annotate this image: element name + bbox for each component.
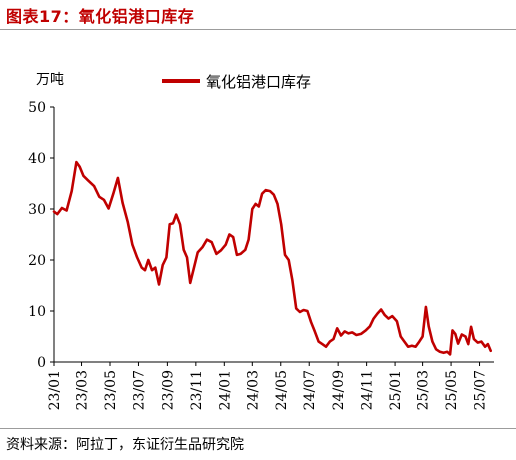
- x-tick-label: 25/07: [473, 370, 489, 410]
- inventory-line-chart: 0 10 20 30 40 50 23/01 23/03 23/05 23/07 23/09 23/1…: [28, 72, 494, 410]
- x-tick-label: 24/07: [302, 370, 318, 410]
- y-tick-label: 10: [28, 304, 46, 320]
- source-note: 资料来源：阿拉丁，东证衍生品研究院: [6, 437, 244, 453]
- y-tick-label: 20: [28, 253, 46, 269]
- x-tick-label: 23/11: [189, 370, 205, 410]
- chart-axes: 0 10 20 30 40 50 23/01 23/03 23/05 23/07 23/09 23/1…: [28, 100, 494, 410]
- x-tick-label: 23/01: [47, 370, 63, 410]
- x-tick-label: 24/05: [274, 370, 290, 410]
- x-tick-label: 24/01: [217, 370, 233, 410]
- x-tick-label: 23/05: [103, 370, 119, 410]
- y-tick-label: 50: [28, 100, 46, 116]
- x-tick-label: 24/03: [245, 370, 261, 410]
- x-tick-label: 23/03: [75, 370, 91, 410]
- x-tick-label: 24/11: [360, 370, 376, 410]
- chart-legend: 氧化铝港口库存: [162, 73, 311, 91]
- x-tick-label: 25/01: [388, 370, 404, 410]
- series-line: [52, 160, 492, 356]
- legend-label: 氧化铝港口库存: [206, 73, 311, 91]
- x-tick-label: 25/05: [444, 370, 460, 410]
- y-tick-label: 40: [28, 151, 46, 167]
- x-tick-label: 25/03: [416, 370, 432, 410]
- series-layer: [52, 160, 492, 356]
- x-tick-label: 23/09: [160, 370, 176, 410]
- title-divider: [0, 29, 516, 30]
- y-tick-label: 30: [28, 202, 46, 218]
- source-divider: [0, 428, 516, 429]
- x-tick-label: 24/09: [331, 370, 347, 410]
- y-tick-label: 0: [37, 355, 46, 371]
- y-axis-unit-label: 万吨: [36, 72, 64, 88]
- x-tick-label: 23/07: [131, 370, 147, 410]
- figure-title: 图表17：氧化铝港口库存: [6, 7, 195, 26]
